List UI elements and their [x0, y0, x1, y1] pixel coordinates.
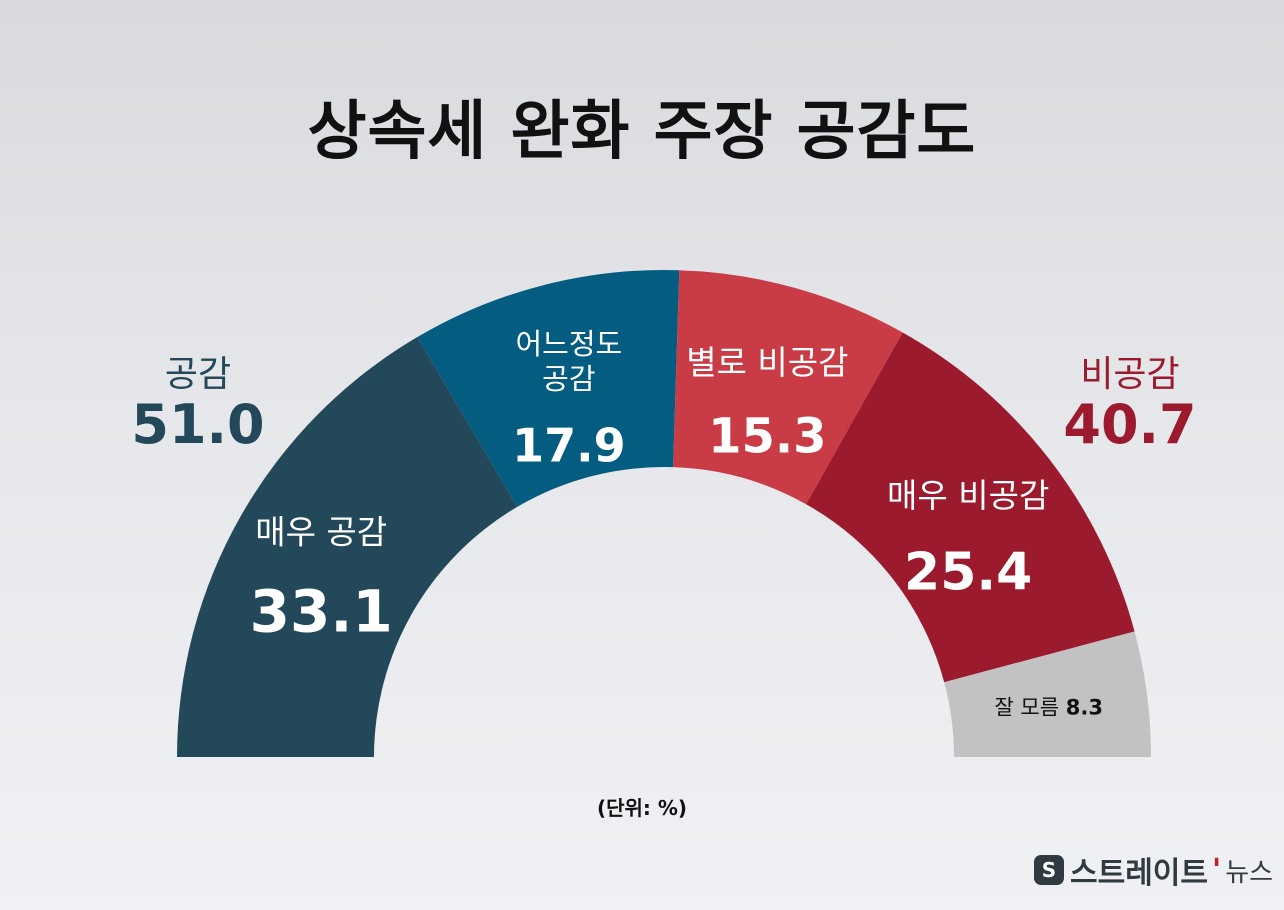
logo-icon: S — [1034, 855, 1064, 885]
segment-value-label: 25.4 — [904, 542, 1032, 602]
disagree-group-value: 40.7 — [1050, 397, 1210, 454]
logo-text-main: 스트레이트 — [1070, 848, 1208, 892]
logo-accent: ' — [1212, 853, 1221, 888]
segment-name-label: 어느정도 — [515, 327, 622, 361]
segment-label-dont-know: 잘 모름 8.3 — [994, 696, 1103, 720]
agree-group-name: 공감 — [118, 345, 278, 397]
segment-value-label: 33.1 — [250, 578, 393, 646]
segment-value-label: 15.3 — [708, 409, 826, 465]
agree-group-label: 공감 51.0 — [118, 345, 278, 454]
segment-name-label: 별로 비공감 — [686, 343, 848, 382]
brand-logo: S 스트레이트 ' 뉴스 — [1034, 852, 1273, 888]
segment-name-label: 매우 공감 — [255, 513, 387, 552]
disagree-group-label: 비공감 40.7 — [1050, 345, 1210, 454]
segment-value-label: 17.9 — [512, 418, 626, 472]
agree-group-value: 51.0 — [118, 397, 278, 454]
disagree-group-name: 비공감 — [1050, 345, 1210, 397]
logo-text-sub: 뉴스 — [1225, 852, 1273, 889]
segment-name-label: 매우 비공감 — [887, 476, 1049, 515]
segment-name-label: 공감 — [542, 362, 595, 396]
unit-note: (단위: %) — [0, 792, 1284, 821]
